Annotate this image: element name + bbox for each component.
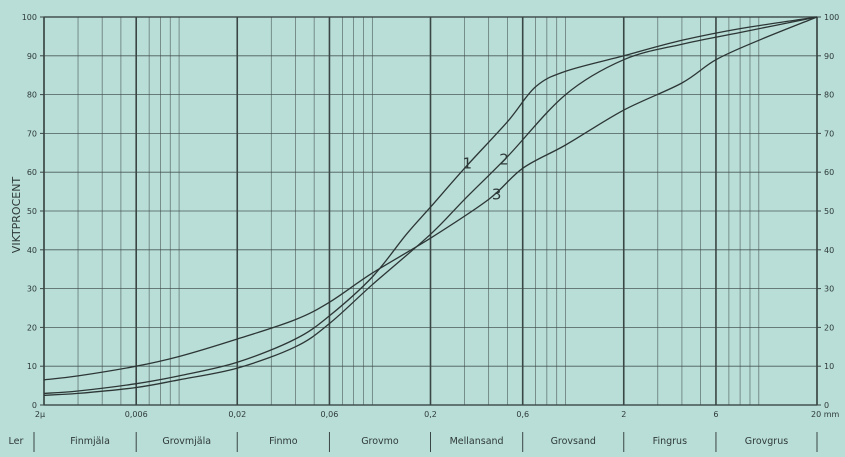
fraction-band: Ler Finmjäla Grovmjäla Finmo Grovmo Mellansan… xyxy=(9,432,818,452)
series-labels: 1 2 3 xyxy=(463,150,509,203)
grid-lines xyxy=(43,16,818,406)
series-1-curve xyxy=(43,16,818,395)
x-tick-label: 0,02 xyxy=(228,410,246,419)
series-1-label: 1 xyxy=(463,154,473,172)
x-tick-label: 0,006 xyxy=(125,410,148,419)
fraction-label: Grovmo xyxy=(361,436,399,447)
series-curves xyxy=(43,16,818,396)
y-tick-label-left: 20 xyxy=(27,323,37,332)
x-tick-label: 0,2 xyxy=(424,410,437,419)
fraction-label: Grovsand xyxy=(551,436,596,447)
y-tick-label-left: 70 xyxy=(27,129,37,138)
series-3-label: 3 xyxy=(492,185,502,203)
y-axis-right: 0 10 20 30 40 50 60 70 80 90 100 xyxy=(817,13,839,410)
y-tick-label-right: 10 xyxy=(824,362,834,371)
x-tick-label: 0,06 xyxy=(321,410,339,419)
fraction-label: Mellansand xyxy=(450,436,504,447)
y-axis-left: 0 10 20 30 40 50 60 70 80 90 100 xyxy=(22,13,44,410)
x-tick-label: 20 mm xyxy=(811,410,840,419)
y-tick-label-right: 70 xyxy=(824,129,834,138)
y-axis-label: VIKTPROCENT xyxy=(10,177,23,254)
y-tick-label-left: 90 xyxy=(27,52,37,61)
y-tick-label-left: 80 xyxy=(27,91,37,100)
fraction-label: Finmjäla xyxy=(70,436,110,447)
y-tick-label-left: 0 xyxy=(32,401,37,410)
y-tick-label-left: 10 xyxy=(27,362,37,371)
y-tick-label-left: 60 xyxy=(27,168,37,177)
y-tick-label-left: 50 xyxy=(27,207,37,216)
y-tick-label-right: 50 xyxy=(824,207,834,216)
y-tick-label-right: 100 xyxy=(824,13,839,22)
x-tick-label: 0,6 xyxy=(516,410,529,419)
y-tick-label-left: 100 xyxy=(22,13,37,22)
x-tick-label: 6 xyxy=(713,410,718,419)
y-tick-label-right: 90 xyxy=(824,52,834,61)
x-tick-label: 2µ xyxy=(35,410,45,419)
y-tick-label-left: 40 xyxy=(27,246,37,255)
x-tick-label: 2 xyxy=(621,410,626,419)
y-tick-label-right: 20 xyxy=(824,323,834,332)
y-tick-label-left: 30 xyxy=(27,285,37,294)
fraction-label: Grovgrus xyxy=(745,436,788,447)
y-tick-label-right: 60 xyxy=(824,168,834,177)
fraction-label: Ler xyxy=(9,436,24,447)
y-tick-label-right: 0 xyxy=(824,401,829,410)
fraction-label: Fingrus xyxy=(653,436,687,447)
y-tick-label-right: 40 xyxy=(824,246,834,255)
fraction-label: Grovmjäla xyxy=(162,436,211,447)
series-2-label: 2 xyxy=(499,150,509,168)
series-3-curve xyxy=(43,16,818,381)
y-tick-label-right: 80 xyxy=(824,91,834,100)
y-tick-label-right: 30 xyxy=(824,285,834,294)
fraction-label: Finmo xyxy=(269,436,298,447)
x-axis: 2µ 0,006 0,02 0,06 0,2 0,6 2 6 20 mm xyxy=(35,410,840,419)
